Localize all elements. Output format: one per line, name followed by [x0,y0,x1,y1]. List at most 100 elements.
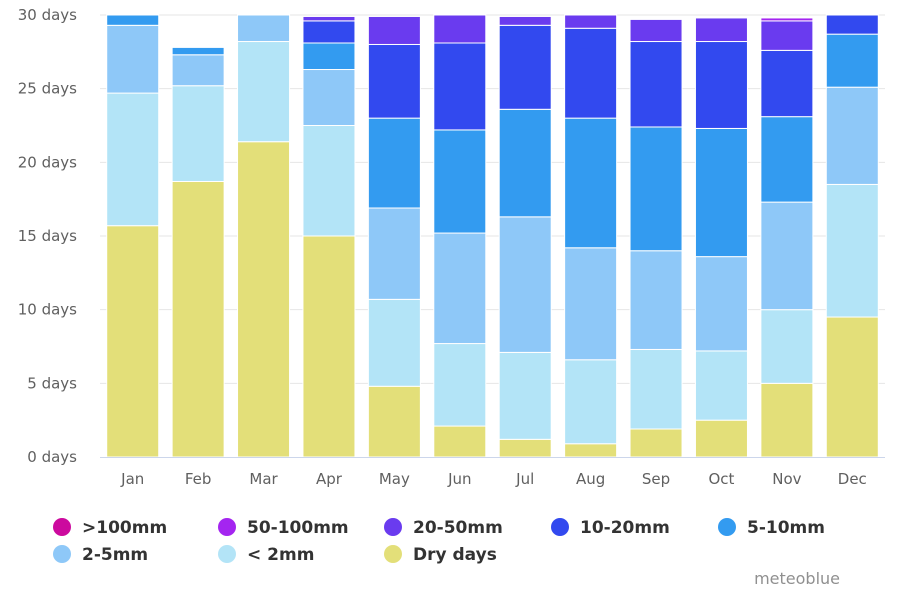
bar-segment[interactable] [171,85,225,182]
bar-segment[interactable] [302,125,356,237]
bar-segment[interactable] [760,116,814,203]
gridlines [100,14,885,384]
bar-segment[interactable] [367,207,421,300]
x-tick-label: Nov [772,470,801,488]
bar-segment[interactable] [433,42,487,131]
bar-segment[interactable] [760,17,814,22]
bar-segment[interactable] [367,385,421,458]
legend-label: >100mm [82,518,167,538]
bar-segment[interactable] [302,15,356,22]
bar-segment[interactable] [760,20,814,51]
bar-segment[interactable] [367,298,421,387]
bar-segment[interactable] [367,117,421,209]
bar-segment[interactable] [564,14,618,29]
legend-swatch [551,518,569,536]
bar-segment[interactable] [498,15,552,26]
bar-segment[interactable] [694,350,748,421]
bar-stack-aug [564,14,618,458]
bar-segment[interactable] [106,24,160,94]
bar-segment[interactable] [302,235,356,458]
bar-segment[interactable] [564,359,618,445]
bar-segment[interactable] [302,20,356,44]
bar-segment[interactable] [433,425,487,458]
x-tick-label: Dec [838,470,867,488]
legend-swatch [218,545,236,563]
legend-item[interactable]: < 2mm [218,545,314,565]
bar-segment[interactable] [825,33,879,88]
bar-segment[interactable] [302,69,356,127]
bar-segment[interactable] [498,108,552,218]
legend-label: Dry days [413,545,497,565]
bar-stack-nov [760,17,814,458]
bar-stack-jan [106,14,160,458]
bar-segment[interactable] [629,250,683,350]
bar-segment[interactable] [629,428,683,458]
bar-segment[interactable] [564,247,618,361]
bar-segment[interactable] [760,201,814,311]
bar-segment[interactable] [694,256,748,352]
bar-stack-jul [498,15,552,458]
legend-swatch [53,518,71,536]
y-tick-label: 0 days [27,448,77,466]
legend-item[interactable]: 20-50mm [384,518,503,538]
bar-segment[interactable] [498,351,552,440]
bar-segment[interactable] [171,46,225,56]
bar-segment[interactable] [237,141,291,458]
bar-segment[interactable] [825,86,879,185]
bar-segment[interactable] [302,42,356,71]
legend-item[interactable]: >100mm [53,518,167,538]
bar-stack-jun [433,14,487,458]
bar-segment[interactable] [694,127,748,258]
bar-segment[interactable] [367,15,421,45]
bar-segment[interactable] [629,18,683,43]
legend-item[interactable]: 5-10mm [718,518,825,538]
legend-swatch [384,518,402,536]
legend-label: 20-50mm [413,518,503,538]
bar-segment[interactable] [106,92,160,227]
bar-segment[interactable] [498,24,552,110]
bar-segment[interactable] [760,49,814,118]
credits-label[interactable]: meteoblue [754,569,840,588]
x-tick-label: Feb [185,470,212,488]
bar-segment[interactable] [564,443,618,458]
y-axis-ticks: 0 days 5 days 10 days 15 days 20 days 25 days… [18,6,77,466]
x-tick-label: Aug [576,470,605,488]
bar-segment[interactable] [629,126,683,252]
bar-segment[interactable] [694,17,748,43]
bar-segment[interactable] [629,41,683,128]
bar-segment[interactable] [433,14,487,44]
bar-segment[interactable] [498,216,552,353]
bar-segment[interactable] [760,382,814,458]
legend-label: 10-20mm [580,518,670,538]
bar-segment[interactable] [825,183,879,318]
x-tick-label: Jun [447,470,471,488]
bar-segment[interactable] [171,54,225,87]
bar-segment[interactable] [629,348,683,430]
bar-segment[interactable] [433,232,487,345]
bar-segment[interactable] [433,343,487,427]
bar-segment[interactable] [564,27,618,119]
bar-segment[interactable] [433,129,487,234]
bar-stack-feb [171,46,225,458]
bar-segment[interactable] [106,225,160,458]
bar-segment[interactable] [106,14,160,26]
bar-segment[interactable] [498,438,552,458]
legend-label: 50-100mm [247,518,349,538]
bar-segment[interactable] [694,41,748,129]
bar-segment[interactable] [760,309,814,384]
bar-segment[interactable] [171,180,225,458]
bar-segment[interactable] [825,14,879,35]
bar-segment[interactable] [825,316,879,458]
x-tick-label: Mar [249,470,278,488]
bar-segment[interactable] [564,117,618,249]
legend-item[interactable]: 50-100mm [218,518,349,538]
legend-item[interactable]: 2-5mm [53,545,148,565]
bar-segment[interactable] [367,43,421,119]
legend-item[interactable]: 10-20mm [551,518,670,538]
y-tick-label: 5 days [27,374,77,392]
bar-segment[interactable] [237,41,291,143]
bar-segment[interactable] [237,14,291,43]
legend-item[interactable]: Dry days [384,545,497,565]
bar-segment[interactable] [694,419,748,458]
